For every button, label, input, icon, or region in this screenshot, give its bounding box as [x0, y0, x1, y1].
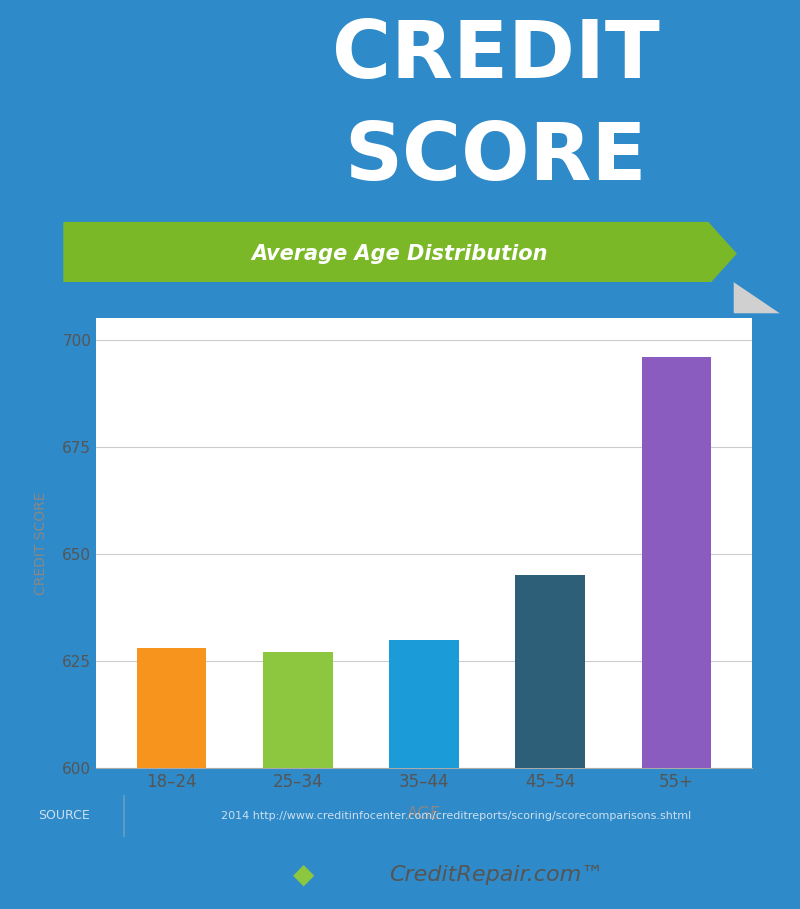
Bar	[642, 356, 711, 768]
Bar	[263, 653, 333, 768]
Polygon shape	[734, 282, 780, 313]
Text: ◆: ◆	[294, 861, 314, 889]
Text: SCORE: SCORE	[345, 119, 647, 197]
Text: SOURCE: SOURCE	[38, 809, 90, 823]
X-axis label: AGE: AGE	[407, 804, 441, 823]
Bar	[515, 575, 585, 768]
FancyArrow shape	[64, 223, 736, 285]
Text: Average Age Distribution: Average Age Distribution	[252, 244, 548, 264]
Polygon shape	[734, 282, 780, 313]
Bar	[390, 640, 458, 768]
Y-axis label: CREDIT SCORE: CREDIT SCORE	[34, 492, 48, 594]
Text: CREDIT: CREDIT	[332, 17, 660, 95]
Text: 2014 http://www.creditinfocenter.com/creditreports/scoring/scorecomparisons.shtm: 2014 http://www.creditinfocenter.com/cre…	[221, 811, 691, 821]
Bar	[137, 648, 206, 768]
Text: CreditRepair.com™: CreditRepair.com™	[389, 864, 603, 885]
